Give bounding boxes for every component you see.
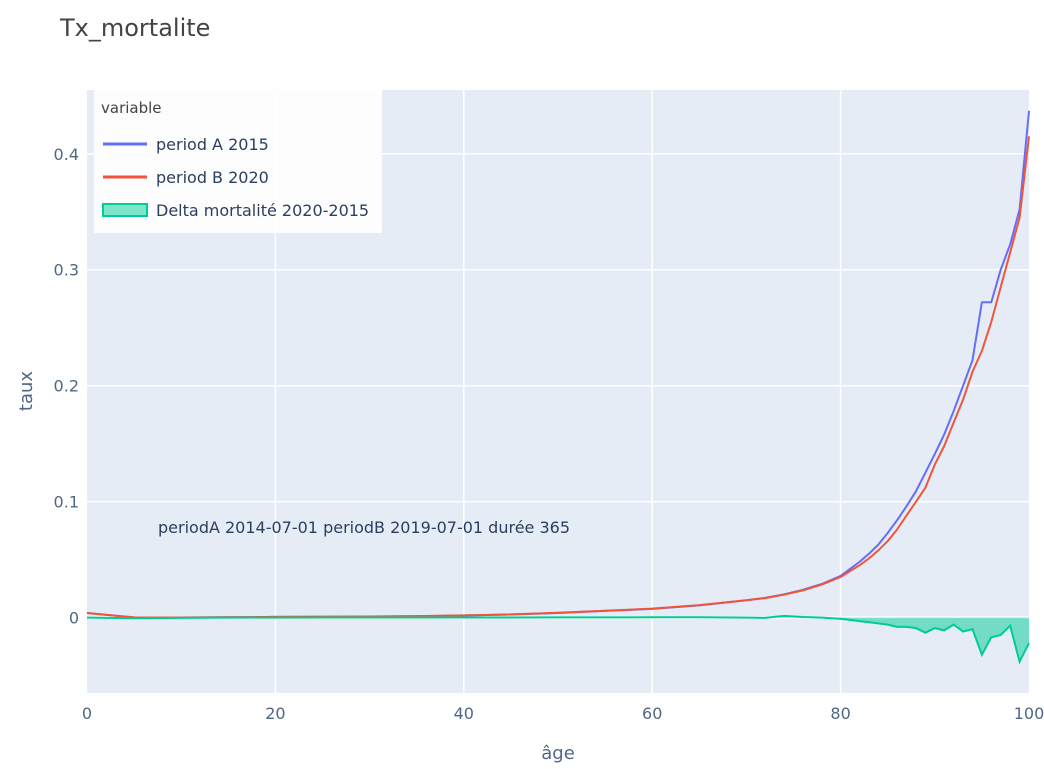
legend-label: Delta mortalité 2020-2015 [156, 201, 369, 220]
legend-swatch [102, 203, 148, 217]
y-tick-label: 0.4 [54, 145, 79, 164]
axis-ticks: 0 20 40 60 80 100 0 0.1 0.2 0.3 0.4 [54, 145, 1044, 723]
legend-item[interactable]: period B 2020 [103, 168, 269, 187]
series-area-delta [87, 615, 1029, 662]
y-tick-label: 0.2 [54, 377, 79, 396]
x-tick-label: 80 [830, 704, 850, 723]
x-tick-label: 0 [82, 704, 92, 723]
legend-item[interactable]: period A 2015 [103, 135, 269, 154]
legend-title: variable [101, 99, 162, 117]
x-axis-title: âge [541, 743, 575, 764]
legend-item[interactable]: Delta mortalité 2020-2015 [102, 201, 369, 220]
y-tick-label: 0 [69, 609, 79, 628]
chart-annotation: periodA 2014-07-01 periodB 2019-07-01 du… [158, 518, 570, 537]
y-axis-title: taux [16, 371, 37, 411]
series-line-1 [86, 136, 1030, 619]
series-layer [86, 110, 1030, 665]
x-tick-label: 60 [642, 704, 662, 723]
legend[interactable]: variable period A 2015 period B 2020 Delta… [94, 90, 382, 233]
legend-items[interactable]: period A 2015 period B 2020 Delta mortalit… [102, 135, 369, 220]
x-tick-label: 100 [1014, 704, 1044, 723]
x-tick-label: 20 [265, 704, 285, 723]
y-tick-label: 0.3 [54, 261, 79, 280]
x-tick-label: 40 [454, 704, 474, 723]
y-tick-label: 0.1 [54, 493, 79, 512]
legend-label: period B 2020 [156, 168, 269, 187]
legend-label: period A 2015 [156, 135, 269, 154]
chart-title: Tx_mortalite [60, 14, 211, 42]
series-line-delta [86, 614, 1030, 665]
